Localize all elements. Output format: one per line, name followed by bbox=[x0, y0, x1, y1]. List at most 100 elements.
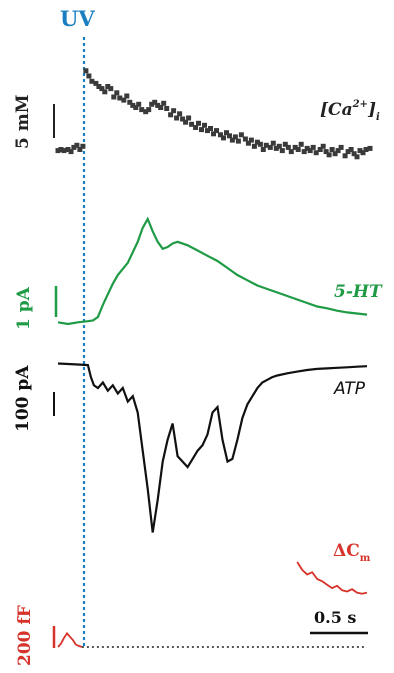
calcium-point bbox=[111, 94, 117, 100]
calcium-point bbox=[80, 143, 86, 149]
calcium-point bbox=[307, 148, 313, 154]
calcium-points bbox=[55, 68, 373, 160]
calcium-point bbox=[146, 107, 152, 113]
capacitance-trace-segment bbox=[57, 631, 83, 648]
calcium-point bbox=[68, 149, 74, 155]
calcium-point bbox=[345, 149, 351, 155]
calcium-point bbox=[114, 90, 120, 96]
calcium-point bbox=[227, 133, 232, 139]
capacitance-label-sub: m bbox=[360, 553, 371, 564]
calcium-point bbox=[108, 86, 114, 92]
calcium-point bbox=[177, 111, 183, 117]
calcium-point bbox=[360, 150, 366, 156]
calcium-point bbox=[367, 145, 373, 151]
calcium-point bbox=[338, 144, 344, 150]
calcium-point bbox=[89, 78, 95, 84]
atp-panel: 100 pA ATP bbox=[13, 362, 368, 533]
serotonin-panel: 1 pA 5-HT bbox=[14, 216, 383, 330]
calcium-point bbox=[273, 145, 279, 151]
calcium-label-main: [Ca bbox=[320, 100, 353, 120]
calcium-point bbox=[317, 147, 323, 152]
calcium-point bbox=[174, 115, 180, 121]
capacitance-panel: 200 fF ΔCm 0.5 s bbox=[15, 541, 371, 666]
calcium-point bbox=[229, 137, 235, 143]
calcium-point bbox=[196, 120, 201, 126]
calcium-point bbox=[149, 101, 155, 107]
calcium-point bbox=[310, 144, 316, 150]
calcium-point bbox=[323, 149, 329, 155]
calcium-point bbox=[270, 140, 276, 146]
calcium-point bbox=[218, 132, 223, 138]
calcium-point bbox=[105, 84, 111, 89]
calcium-point bbox=[199, 127, 204, 133]
serotonin-series-label: 5-HT bbox=[334, 282, 383, 302]
calcium-point bbox=[329, 147, 335, 152]
calcium-point bbox=[83, 68, 89, 74]
calcium-point bbox=[221, 135, 226, 141]
calcium-point bbox=[58, 147, 64, 152]
calcium-point bbox=[117, 95, 123, 101]
calcium-point bbox=[202, 122, 207, 128]
calcium-point bbox=[155, 102, 161, 108]
calcium-point bbox=[186, 115, 192, 121]
calcium-point bbox=[257, 141, 263, 147]
calcium-point bbox=[298, 141, 304, 147]
calcium-point bbox=[86, 73, 92, 79]
calcium-point bbox=[267, 144, 273, 150]
calcium-point bbox=[121, 97, 127, 103]
atp-scale-label: 100 pA bbox=[13, 365, 33, 432]
calcium-point bbox=[168, 112, 174, 118]
calcium-point bbox=[248, 137, 254, 143]
calcium-point bbox=[180, 116, 186, 122]
calcium-point bbox=[158, 105, 164, 110]
capacitance-trace-segment bbox=[296, 561, 368, 595]
calcium-point bbox=[224, 130, 229, 136]
calcium-label-sup: 2+ bbox=[352, 99, 368, 110]
calcium-point bbox=[143, 109, 149, 115]
calcium-point bbox=[164, 106, 170, 111]
calcium-point bbox=[332, 151, 338, 157]
calcium-point bbox=[263, 142, 269, 148]
calcium-point bbox=[313, 150, 319, 156]
calcium-point bbox=[93, 80, 99, 86]
calcium-point bbox=[133, 105, 139, 110]
calcium-panel: 5 mM [Ca2+]i bbox=[13, 68, 380, 160]
calcium-scale-label: 5 mM bbox=[13, 94, 33, 149]
calcium-point bbox=[152, 99, 158, 105]
calcium-point bbox=[205, 128, 210, 134]
capacitance-traces bbox=[57, 561, 368, 648]
calcium-point bbox=[102, 89, 108, 95]
serotonin-trace bbox=[57, 216, 368, 326]
calcium-point bbox=[301, 149, 307, 155]
calcium-point bbox=[183, 119, 189, 125]
calcium-point bbox=[96, 84, 102, 89]
calcium-point bbox=[55, 148, 61, 154]
calcium-point bbox=[214, 128, 219, 134]
calcium-point bbox=[235, 138, 241, 144]
time-scale-label: 0.5 s bbox=[314, 608, 356, 627]
calcium-point bbox=[127, 99, 133, 105]
calcium-point bbox=[276, 143, 282, 149]
calcium-point bbox=[71, 144, 77, 150]
calcium-point bbox=[193, 125, 199, 130]
calcium-point bbox=[161, 100, 167, 106]
calcium-point bbox=[99, 86, 105, 92]
calcium-point bbox=[74, 142, 80, 148]
calcium-point bbox=[211, 131, 216, 137]
serotonin-scale-label: 1 pA bbox=[14, 286, 34, 330]
calcium-point bbox=[304, 145, 310, 151]
calcium-point bbox=[124, 93, 130, 99]
calcium-label-close: ] bbox=[367, 100, 376, 120]
calcium-point bbox=[65, 147, 71, 152]
atp-trace bbox=[57, 362, 368, 533]
calcium-point bbox=[245, 140, 251, 146]
calcium-point bbox=[285, 144, 291, 150]
calcium-point bbox=[357, 148, 363, 154]
calcium-point bbox=[254, 139, 260, 145]
calcium-point bbox=[279, 148, 285, 154]
calcium-point bbox=[189, 121, 195, 127]
calcium-point bbox=[351, 151, 357, 157]
calcium-point bbox=[335, 148, 341, 154]
